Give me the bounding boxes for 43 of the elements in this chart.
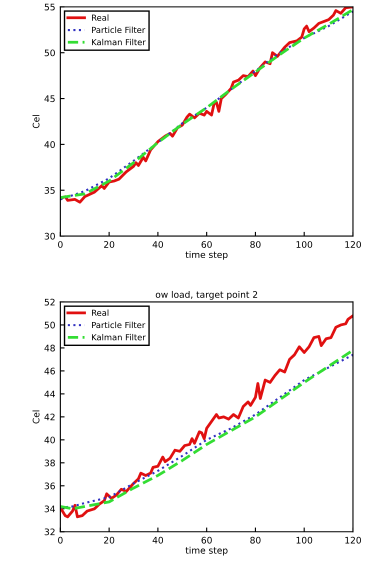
y-tick-label: 55	[44, 4, 55, 10]
x-tick-label: 80	[250, 241, 261, 248]
y-tick-label: 35	[44, 186, 55, 194]
x-tick-label: 40	[152, 536, 164, 544]
x-tick-label: 20	[104, 241, 114, 248]
y-tick-label: 32	[44, 528, 55, 536]
y-axis-title: Cel	[32, 115, 40, 128]
legend-label: Particle Filter	[92, 322, 146, 328]
legend-label: Real	[92, 14, 108, 21]
x-tick-label: 40	[152, 241, 164, 248]
y-tick-label: 50	[44, 49, 55, 56]
y-tick-label: 52	[44, 298, 55, 306]
y-tick-label: 38	[44, 460, 55, 466]
y-tick-label: 34	[44, 505, 55, 512]
y-tick-label: 44	[44, 390, 55, 398]
legend-label: Kalman Filter	[92, 334, 146, 340]
x-axis-title: time step	[186, 251, 228, 260]
y-axis-title: Cel	[32, 410, 40, 424]
y-tick-label: 40	[44, 141, 55, 148]
y-tick-label: 42	[44, 414, 55, 420]
y-tick-label: 50	[44, 322, 55, 329]
x-tick-label: 100	[296, 241, 312, 248]
x-tick-label: 0	[58, 536, 63, 544]
y-tick-label: 45	[44, 95, 55, 102]
x-tick-label: 120	[345, 241, 361, 248]
x-tick-label: 100	[296, 536, 312, 544]
x-tick-label: 60	[202, 241, 212, 248]
x-tick-label: 120	[345, 536, 361, 544]
legend-label: Kalman Filter	[92, 38, 146, 46]
y-tick-label: 36	[44, 482, 55, 490]
y-tick-label: 46	[44, 368, 55, 374]
y-tick-label: 40	[44, 436, 55, 444]
x-tick-label: 60	[202, 536, 212, 544]
legend-label: Particle Filter	[92, 26, 146, 34]
x-tick-label: 20	[104, 536, 114, 544]
x-tick-label: 0	[58, 241, 63, 248]
y-tick-label: 48	[44, 344, 55, 352]
x-axis-title: time step	[186, 546, 228, 556]
legend-label: Real	[92, 309, 108, 316]
line-series	[60, 314, 353, 518]
x-tick-label: 80	[250, 536, 261, 544]
y-tick-label: 30	[44, 232, 55, 240]
chart-title: ow load, target point 2	[156, 290, 258, 300]
